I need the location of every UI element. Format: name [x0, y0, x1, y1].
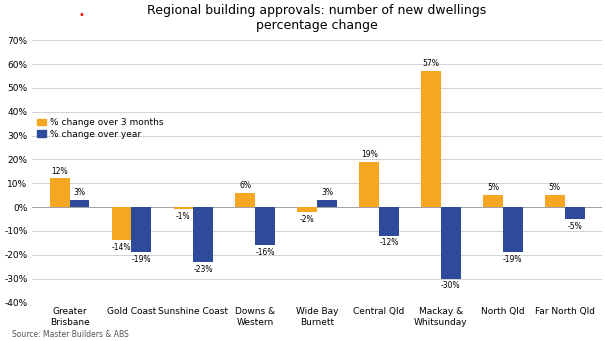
- Text: -1%: -1%: [176, 212, 191, 221]
- Text: -14%: -14%: [112, 243, 132, 252]
- Text: 12%: 12%: [52, 167, 68, 176]
- Text: -19%: -19%: [132, 255, 151, 264]
- Bar: [50, 178, 70, 207]
- Bar: [173, 207, 193, 209]
- Text: -23%: -23%: [193, 265, 213, 274]
- Bar: [545, 195, 565, 207]
- Text: -2%: -2%: [300, 215, 315, 224]
- Bar: [235, 193, 255, 207]
- Bar: [70, 200, 89, 207]
- Text: Source: Master Builders & ABS: Source: Master Builders & ABS: [12, 330, 129, 339]
- Text: 5%: 5%: [549, 183, 561, 192]
- Text: 3%: 3%: [321, 188, 333, 197]
- Bar: [503, 207, 522, 252]
- Bar: [483, 195, 503, 207]
- Bar: [441, 207, 461, 279]
- Bar: [379, 207, 399, 236]
- Bar: [421, 71, 441, 207]
- Text: 57%: 57%: [422, 59, 439, 69]
- Bar: [317, 200, 337, 207]
- Bar: [565, 207, 585, 219]
- Bar: [193, 207, 213, 262]
- Text: 19%: 19%: [361, 150, 378, 159]
- Text: 6%: 6%: [239, 181, 251, 190]
- Bar: [112, 207, 132, 240]
- Title: Regional building approvals: number of new dwellings
percentage change: Regional building approvals: number of n…: [147, 4, 487, 32]
- Text: 3%: 3%: [73, 188, 85, 197]
- Text: -30%: -30%: [441, 281, 461, 291]
- Text: •: •: [79, 10, 85, 20]
- Bar: [298, 207, 317, 212]
- Text: 5%: 5%: [487, 183, 499, 192]
- Text: -12%: -12%: [379, 238, 399, 248]
- Bar: [359, 162, 379, 207]
- Text: -19%: -19%: [503, 255, 522, 264]
- Bar: [255, 207, 275, 245]
- Text: -16%: -16%: [255, 248, 275, 257]
- Bar: [132, 207, 152, 252]
- Text: -5%: -5%: [567, 222, 582, 231]
- Legend: % change over 3 months, % change over year: % change over 3 months, % change over ye…: [37, 118, 163, 139]
